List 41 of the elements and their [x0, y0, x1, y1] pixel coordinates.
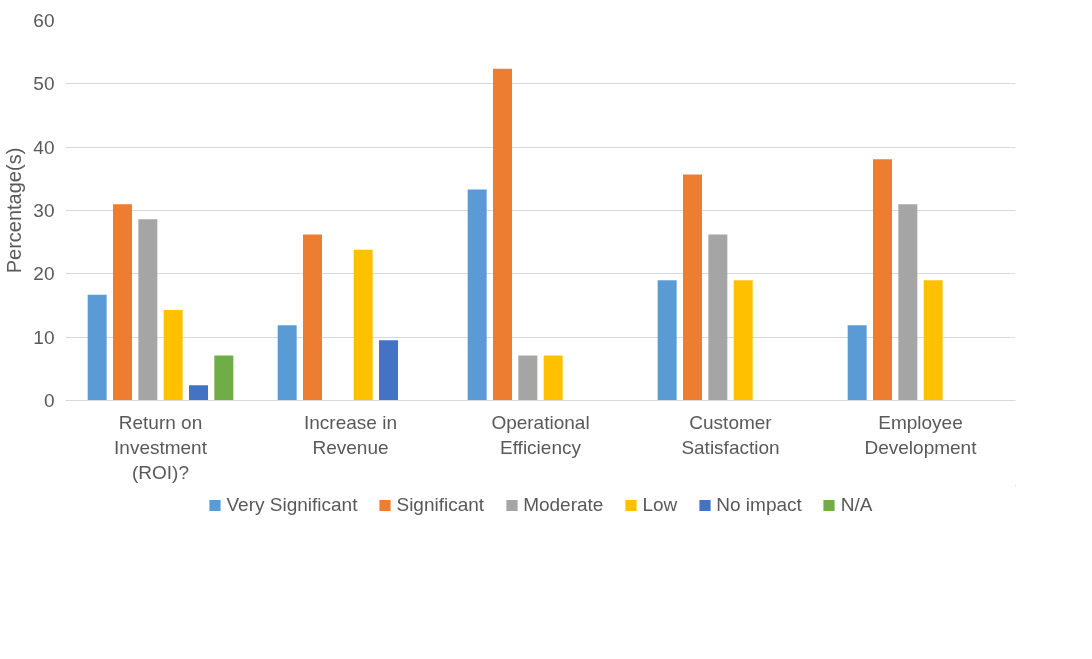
legend-label: Very Significant — [226, 494, 358, 516]
x-tick-label: Customer Satisfaction — [681, 411, 780, 458]
bar — [189, 385, 208, 401]
bar — [138, 219, 158, 401]
legend-label: Low — [642, 494, 678, 516]
bar — [353, 249, 373, 401]
legend-label: N/A — [840, 494, 873, 516]
bar — [657, 280, 677, 401]
bar — [683, 174, 702, 401]
bar — [873, 159, 892, 401]
y-tick-label: 40 — [33, 136, 55, 158]
bar — [518, 355, 538, 401]
bar — [163, 309, 183, 401]
y-tick-label: 50 — [33, 73, 55, 95]
bar — [733, 280, 753, 401]
legend-label: Moderate — [523, 494, 604, 516]
bar — [708, 234, 728, 401]
legend-label: Significant — [396, 494, 485, 516]
bar — [214, 355, 234, 401]
y-axis-title: Percentage(s) — [3, 147, 26, 274]
bar — [113, 204, 132, 401]
x-tick-label: Return on Investment (ROI)? — [114, 411, 208, 483]
bar — [467, 189, 487, 401]
bar — [277, 325, 297, 401]
bar — [379, 340, 398, 401]
bar — [493, 68, 512, 401]
y-tick-label: 0 — [43, 390, 55, 411]
bar — [543, 355, 563, 401]
y-tick-label: 10 — [33, 326, 55, 348]
bar — [923, 280, 943, 401]
legend-label: No impact — [716, 494, 802, 516]
x-tick-label: Operational Efficiency — [491, 411, 590, 458]
bar — [898, 204, 918, 401]
x-tick-label: Increase in Revenue — [304, 411, 397, 458]
bar — [87, 294, 107, 401]
y-tick-label: 60 — [33, 10, 55, 31]
bar — [303, 234, 322, 401]
bar — [847, 325, 867, 401]
y-tick-label: 20 — [33, 263, 55, 285]
y-tick-label: 30 — [33, 200, 55, 221]
x-tick-label: Employee Development — [864, 411, 978, 458]
